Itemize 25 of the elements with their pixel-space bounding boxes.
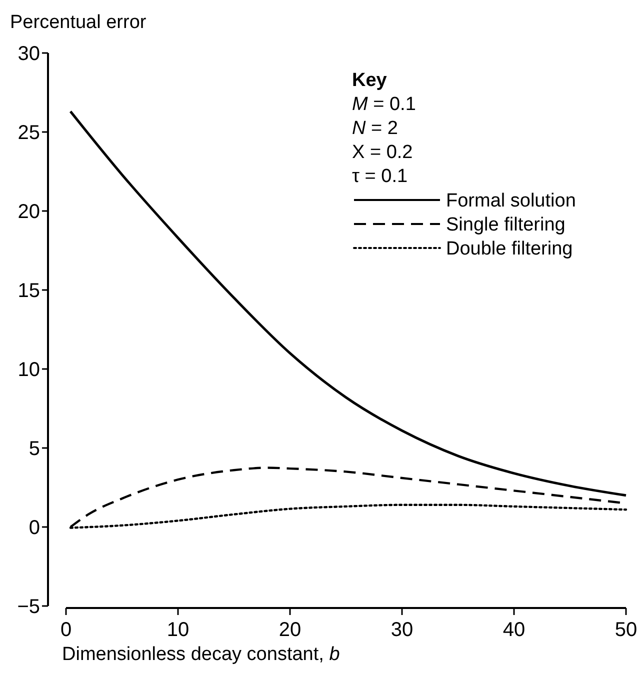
y-tick-label: 25: [18, 122, 40, 144]
y-tick-label: 10: [18, 359, 40, 381]
y-tick-label: 5: [28, 438, 40, 460]
y-tick-label: 30: [18, 43, 40, 65]
legend-label: Formal solution: [446, 190, 576, 212]
x-tick-label: 40: [502, 619, 526, 641]
y-tick-label: 20: [18, 201, 40, 223]
y-tick-label: 15: [18, 280, 40, 302]
annotation: M = 0.1: [352, 94, 416, 115]
y-axis-title: Percentual error: [10, 12, 147, 33]
legend-label: Single filtering: [446, 214, 566, 236]
x-tick-label: 50: [614, 619, 638, 641]
y-tick-label: −5: [17, 596, 40, 618]
x-tick-label: 30: [390, 619, 414, 641]
line-series: [69, 110, 628, 497]
annotation: X = 0.2: [352, 142, 413, 163]
legend-label: Double filtering: [446, 238, 573, 260]
x-tick-label: 0: [60, 619, 72, 641]
x-tick-label: 10: [166, 619, 190, 641]
y-tick-label: 0: [28, 517, 40, 539]
annotation: N = 2: [352, 118, 398, 139]
x-axis-title: Dimensionless decay constant, b: [62, 644, 340, 665]
annotation: τ = 0.1: [352, 166, 408, 187]
x-tick-label: 20: [278, 619, 302, 641]
legend-title: Key: [352, 70, 388, 91]
